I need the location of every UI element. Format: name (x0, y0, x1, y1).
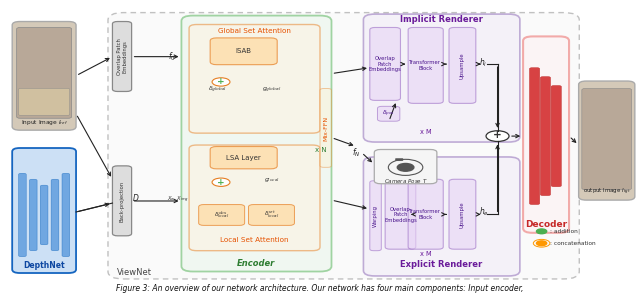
Text: Decoder: Decoder (525, 220, 567, 229)
Text: DepthNet: DepthNet (23, 261, 65, 270)
Circle shape (536, 241, 547, 245)
Text: $f_0$: $f_0$ (168, 51, 176, 63)
FancyBboxPatch shape (523, 36, 569, 233)
Text: Figure 3: An overview of our network architecture. Our network has four main com: Figure 3: An overview of our network arc… (116, 284, 524, 293)
FancyBboxPatch shape (551, 86, 561, 187)
FancyBboxPatch shape (449, 28, 476, 103)
Text: $\delta^{ret}_{local}$: $\delta^{ret}_{local}$ (264, 210, 279, 220)
Text: Overlap Patch
Embeddings: Overlap Patch Embeddings (116, 38, 127, 75)
Text: Overlap
Patch
Embeddings: Overlap Patch Embeddings (369, 56, 401, 72)
FancyBboxPatch shape (364, 157, 520, 276)
Text: : concatenation: : concatenation (550, 241, 596, 246)
Text: x N: x N (316, 147, 327, 152)
Text: $\delta^{obs}_{local}$: $\delta^{obs}_{local}$ (214, 210, 229, 220)
Text: output Image $I_{tgt}$: output Image $I_{tgt}$ (583, 187, 630, 197)
Text: ViewNet: ViewNet (117, 268, 152, 277)
Text: $\delta_{global}$: $\delta_{global}$ (208, 85, 227, 95)
FancyBboxPatch shape (378, 106, 400, 121)
FancyBboxPatch shape (113, 166, 132, 236)
FancyBboxPatch shape (181, 16, 332, 271)
FancyBboxPatch shape (198, 205, 244, 225)
Text: Warping: Warping (373, 205, 378, 227)
FancyBboxPatch shape (113, 22, 132, 91)
FancyBboxPatch shape (370, 28, 401, 100)
Text: LSA Layer: LSA Layer (226, 155, 260, 161)
Text: Global Set Attention: Global Set Attention (218, 28, 291, 34)
Text: Local Set Attention: Local Set Attention (220, 237, 289, 243)
FancyBboxPatch shape (364, 14, 520, 142)
Text: $f_N$: $f_N$ (352, 146, 361, 159)
FancyBboxPatch shape (29, 179, 37, 251)
Text: Overlap
Patch
Embeddings: Overlap Patch Embeddings (384, 207, 417, 223)
Text: x M: x M (420, 129, 431, 135)
FancyBboxPatch shape (12, 148, 76, 273)
FancyBboxPatch shape (374, 150, 437, 184)
FancyBboxPatch shape (62, 173, 70, 257)
FancyBboxPatch shape (579, 81, 635, 200)
Text: ISAB: ISAB (236, 48, 252, 54)
Text: Upsample: Upsample (460, 201, 465, 228)
Text: Transformer
Block: Transformer Block (410, 209, 442, 220)
Circle shape (212, 178, 230, 186)
Text: $h_i$: $h_i$ (479, 57, 488, 69)
Text: Camera Pose $T$: Camera Pose $T$ (384, 177, 428, 185)
FancyBboxPatch shape (19, 89, 70, 115)
FancyBboxPatch shape (108, 13, 579, 279)
Text: $g_{local}$: $g_{local}$ (264, 176, 280, 184)
FancyBboxPatch shape (385, 181, 416, 249)
FancyBboxPatch shape (51, 179, 59, 251)
FancyBboxPatch shape (40, 185, 48, 245)
Text: Input Image $I_{ref}$: Input Image $I_{ref}$ (20, 118, 68, 127)
Text: Mix-FFN: Mix-FFN (323, 115, 328, 141)
FancyBboxPatch shape (19, 173, 26, 257)
FancyBboxPatch shape (449, 179, 476, 249)
Text: Upsample: Upsample (460, 52, 465, 79)
Text: Explicit Renderer: Explicit Renderer (400, 260, 483, 269)
FancyBboxPatch shape (189, 25, 320, 133)
FancyBboxPatch shape (408, 28, 444, 103)
Text: Implicit Renderer: Implicit Renderer (400, 15, 483, 24)
Text: x M: x M (420, 251, 431, 257)
Text: +: + (217, 77, 225, 86)
Text: $g_{global}$: $g_{global}$ (262, 86, 282, 94)
Text: $\delta_{pos}$: $\delta_{pos}$ (383, 109, 396, 119)
FancyBboxPatch shape (12, 22, 76, 130)
Text: +: + (217, 178, 225, 187)
FancyBboxPatch shape (582, 89, 632, 190)
FancyBboxPatch shape (540, 77, 550, 196)
FancyBboxPatch shape (408, 179, 444, 249)
FancyBboxPatch shape (320, 89, 332, 167)
Text: Transformer
Block: Transformer Block (410, 60, 442, 71)
Text: Encoder: Encoder (237, 259, 275, 268)
FancyBboxPatch shape (210, 147, 277, 169)
Circle shape (212, 78, 230, 86)
Text: $h_e$: $h_e$ (479, 205, 488, 218)
Circle shape (486, 131, 509, 141)
Circle shape (536, 229, 547, 234)
Text: +: + (493, 130, 502, 140)
FancyBboxPatch shape (529, 68, 540, 205)
Text: $X_w, X_{img}$: $X_w, X_{img}$ (167, 195, 189, 205)
FancyBboxPatch shape (248, 205, 294, 225)
Circle shape (397, 164, 414, 171)
FancyBboxPatch shape (396, 158, 403, 161)
Text: : addition: : addition (550, 229, 578, 234)
FancyBboxPatch shape (210, 38, 277, 65)
FancyBboxPatch shape (189, 145, 320, 251)
FancyBboxPatch shape (17, 28, 72, 118)
Text: Back-projection: Back-projection (120, 180, 125, 222)
FancyBboxPatch shape (370, 181, 381, 251)
Text: $D$: $D$ (132, 192, 139, 203)
